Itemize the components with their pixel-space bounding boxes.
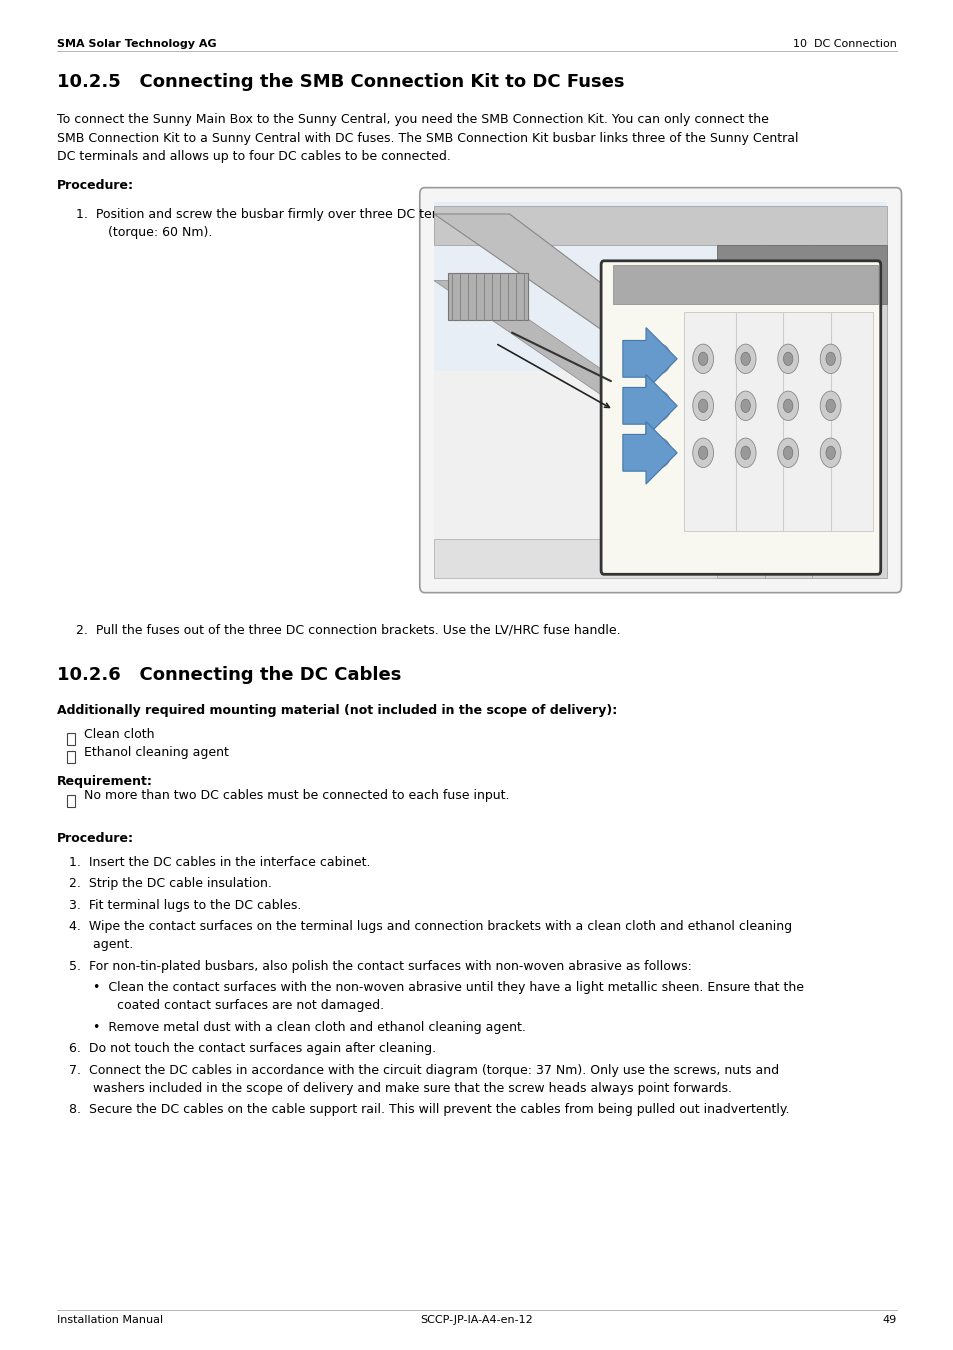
Text: Procedure:: Procedure: [57,832,134,845]
Bar [67,733,75,745]
Circle shape [650,439,670,467]
Circle shape [692,344,713,374]
Text: No more than two DC cables must be connected to each fuse input.: No more than two DC cables must be conne… [84,790,509,802]
Text: To connect the Sunny Main Box to the Sunny Central, you need the SMB Connection : To connect the Sunny Main Box to the Sun… [57,113,768,127]
Circle shape [698,400,707,413]
FancyBboxPatch shape [600,261,880,574]
Circle shape [650,392,670,420]
Circle shape [782,446,792,459]
Text: 10  DC Connection: 10 DC Connection [792,39,896,49]
Circle shape [650,344,670,374]
Circle shape [777,392,798,420]
Polygon shape [434,281,659,409]
Text: SMA Solar Technology AG: SMA Solar Technology AG [57,39,216,49]
Polygon shape [434,539,717,578]
Circle shape [777,439,798,467]
Text: 8.  Secure the DC cables on the cable support rail. This will prevent the cables: 8. Secure the DC cables on the cable sup… [69,1103,788,1116]
Circle shape [692,439,713,467]
Bar [434,202,886,370]
Bar [67,751,75,764]
Circle shape [740,352,750,366]
Text: 1.  Position and screw the busbar firmly over three DC terminals: 1. Position and screw the busbar firmly … [76,208,477,221]
Circle shape [820,439,841,467]
Text: 49: 49 [882,1315,896,1324]
Bar [434,207,886,246]
Text: 10.2.6   Connecting the DC Cables: 10.2.6 Connecting the DC Cables [57,666,401,684]
FancyBboxPatch shape [419,188,901,593]
Polygon shape [622,421,677,485]
Text: Additionally required mounting material (not included in the scope of delivery):: Additionally required mounting material … [57,705,617,717]
Text: DC terminals and allows up to four DC cables to be connected.: DC terminals and allows up to four DC ca… [57,150,451,163]
Circle shape [820,344,841,374]
Text: SMB Connection Kit to a Sunny Central with DC fuses. The SMB Connection Kit busb: SMB Connection Kit to a Sunny Central wi… [57,132,798,144]
Text: •  Remove metal dust with a clean cloth and ethanol cleaning agent.: • Remove metal dust with a clean cloth a… [93,1021,526,1034]
Circle shape [740,446,750,459]
Text: Requirement:: Requirement: [57,775,152,788]
Text: agent.: agent. [69,938,132,952]
Text: 3.  Fit terminal lugs to the DC cables.: 3. Fit terminal lugs to the DC cables. [69,899,301,911]
Circle shape [825,446,835,459]
Bar [448,273,528,320]
Circle shape [825,352,835,366]
Polygon shape [434,213,717,370]
Bar [67,795,75,807]
Bar [613,265,877,304]
Text: Clean cloth: Clean cloth [84,728,154,741]
Text: SCCP-JP-IA-A4-en-12: SCCP-JP-IA-A4-en-12 [420,1315,533,1324]
Text: Ethanol cleaning agent: Ethanol cleaning agent [84,745,229,759]
Text: 7.  Connect the DC cables in accordance with the circuit diagram (torque: 37 Nm): 7. Connect the DC cables in accordance w… [69,1064,778,1077]
Polygon shape [717,246,886,304]
Circle shape [735,439,755,467]
Circle shape [698,352,707,366]
Text: washers included in the scope of delivery and make sure that the screw heads alw: washers included in the scope of deliver… [69,1083,731,1095]
Circle shape [740,400,750,413]
Circle shape [825,400,835,413]
Text: 6.  Do not touch the contact surfaces again after cleaning.: 6. Do not touch the contact surfaces aga… [69,1042,436,1056]
Circle shape [820,392,841,420]
Circle shape [692,392,713,420]
Circle shape [656,400,664,413]
Text: 5.  For non-tin-plated busbars, also polish the contact surfaces with non-woven : 5. For non-tin-plated busbars, also poli… [69,960,691,973]
Text: 4.  Wipe the contact surfaces on the terminal lugs and connection brackets with : 4. Wipe the contact surfaces on the term… [69,921,791,933]
Circle shape [698,446,707,459]
Circle shape [782,400,792,413]
Text: (torque: 60 Nm).: (torque: 60 Nm). [88,225,212,239]
Circle shape [782,352,792,366]
Circle shape [656,352,664,366]
Bar [717,246,886,578]
Text: 10.2.5   Connecting the SMB Connection Kit to DC Fuses: 10.2.5 Connecting the SMB Connection Kit… [57,73,624,90]
Text: 1.  Insert the DC cables in the interface cabinet.: 1. Insert the DC cables in the interface… [69,856,370,868]
Text: •  Clean the contact surfaces with the non-woven abrasive until they have a ligh: • Clean the contact surfaces with the no… [93,981,803,994]
Bar [683,312,872,531]
Text: 2.  Strip the DC cable insulation.: 2. Strip the DC cable insulation. [69,878,272,890]
Text: Installation Manual: Installation Manual [57,1315,163,1324]
Circle shape [777,344,798,374]
Circle shape [735,344,755,374]
Circle shape [735,392,755,420]
Text: coated contact surfaces are not damaged.: coated contact surfaces are not damaged. [93,999,384,1012]
Polygon shape [622,374,677,437]
Circle shape [656,446,664,459]
Polygon shape [622,328,677,390]
Text: 2.  Pull the fuses out of the three DC connection brackets. Use the LV/HRC fuse : 2. Pull the fuses out of the three DC co… [76,624,620,637]
Bar [434,370,886,578]
Text: Procedure:: Procedure: [57,180,134,192]
